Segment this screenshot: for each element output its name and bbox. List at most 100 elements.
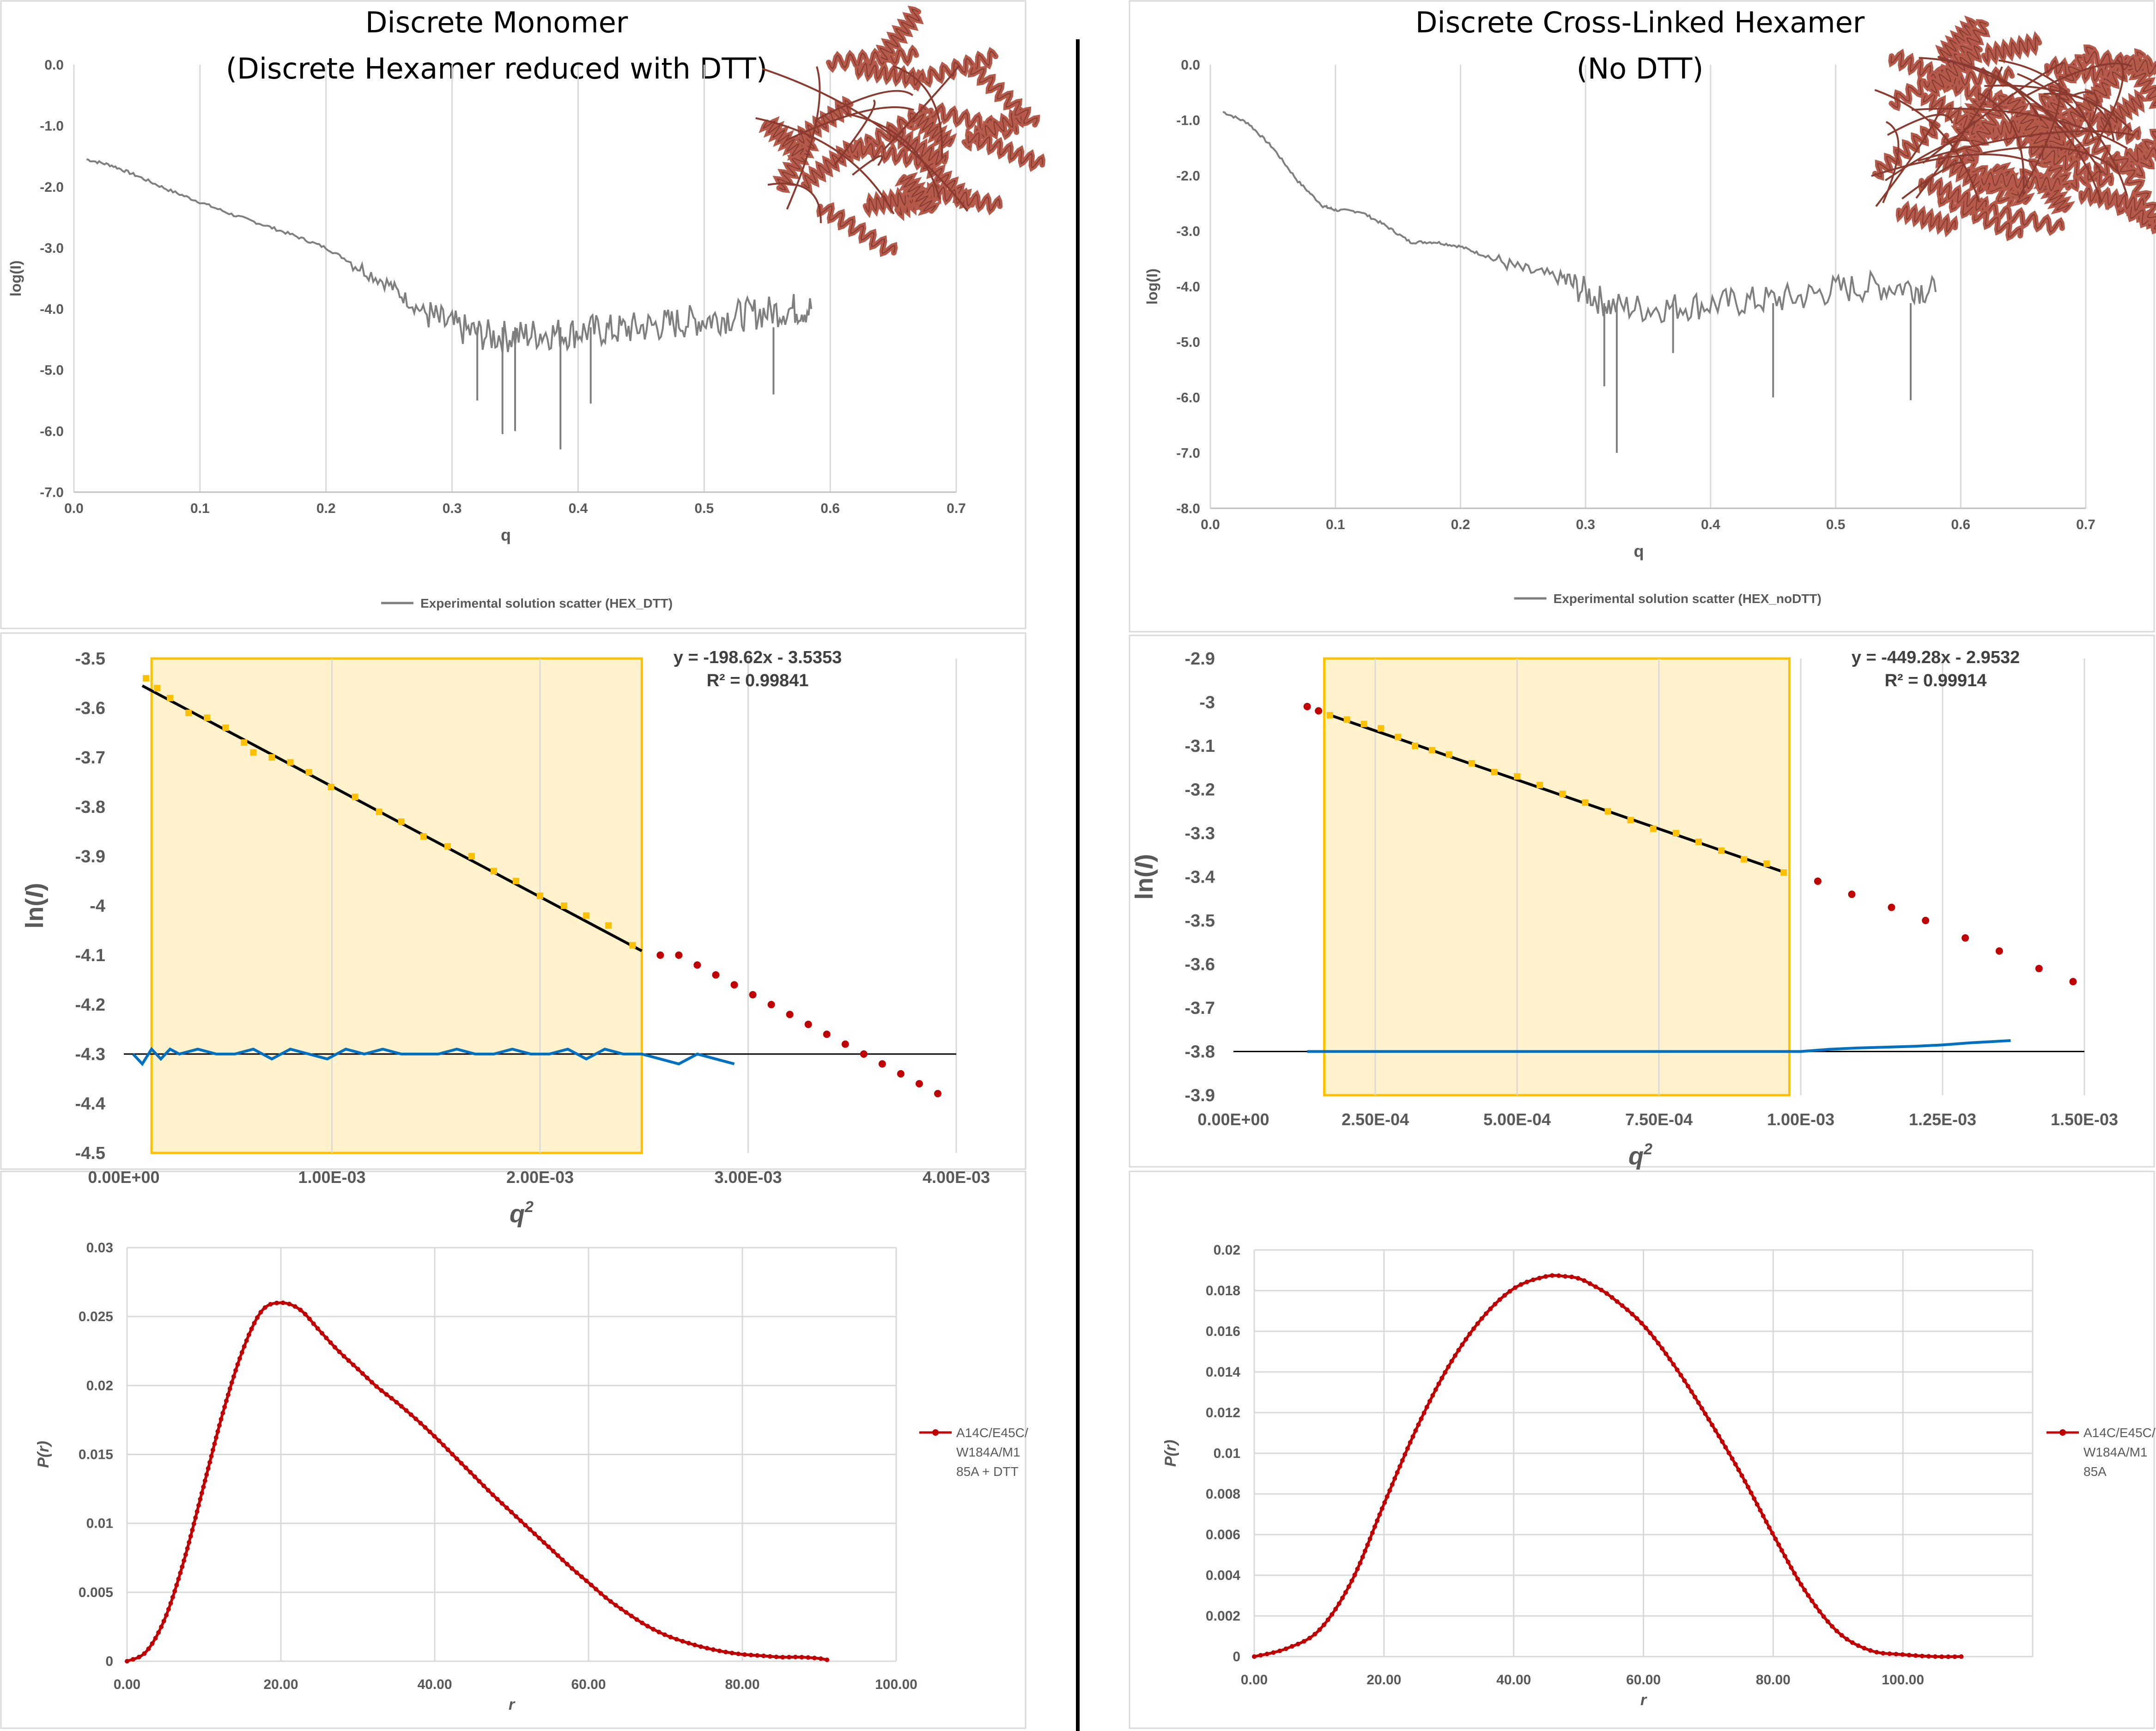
pr-marker xyxy=(1639,1321,1644,1326)
pr-marker xyxy=(818,1656,823,1661)
pr-marker xyxy=(1730,1456,1735,1461)
y-tick-label: 0.005 xyxy=(79,1585,113,1600)
pr-marker xyxy=(341,1354,346,1359)
pr-marker xyxy=(1537,1275,1542,1280)
guinier-point-in-fit xyxy=(1537,782,1543,789)
y-tick-label: 0.02 xyxy=(86,1378,113,1393)
pr-marker xyxy=(332,1345,337,1350)
pr-marker xyxy=(346,1358,351,1363)
pr-marker xyxy=(570,1566,574,1571)
y-tick-label: 0.012 xyxy=(1206,1405,1240,1420)
pr-curve xyxy=(1254,1274,1962,1658)
pr-marker xyxy=(199,1491,204,1496)
pr-marker xyxy=(736,1652,741,1657)
pr-marker xyxy=(161,1619,166,1623)
pr-marker xyxy=(255,1315,260,1320)
pr-marker xyxy=(292,1304,298,1309)
pr-marker xyxy=(427,1429,432,1434)
x-tick-label: 5.00E-04 xyxy=(1483,1110,1551,1129)
helix-outline xyxy=(911,50,996,88)
pr-marker xyxy=(1325,1617,1330,1622)
loop-shape xyxy=(1884,139,1970,182)
pr-curve xyxy=(126,1301,827,1663)
pr-marker xyxy=(1365,1542,1370,1548)
helix-outline xyxy=(2135,105,2156,177)
y-tick-label: -5.0 xyxy=(40,363,64,378)
pr-marker xyxy=(1582,1278,1587,1283)
y-tick-label: -4.2 xyxy=(75,995,105,1015)
pr-marker xyxy=(1786,1560,1791,1564)
pr-marker xyxy=(499,1501,504,1506)
pr-marker xyxy=(755,1653,760,1658)
helix-outline xyxy=(2083,50,2156,77)
pr-marker xyxy=(183,1552,188,1557)
pr-marker xyxy=(698,1644,704,1649)
pr-marker xyxy=(551,1548,556,1554)
y-tick-label: 0.0 xyxy=(44,58,64,73)
pr-marker xyxy=(418,1420,423,1426)
guinier-point-outside xyxy=(767,1001,775,1008)
loop-shape xyxy=(2043,92,2115,142)
pr-marker xyxy=(624,1610,629,1615)
pr-marker xyxy=(164,1613,169,1618)
pr-marker xyxy=(1678,1372,1683,1377)
pr-marker xyxy=(1609,1295,1615,1300)
pr-marker xyxy=(178,1570,183,1575)
loop-shape xyxy=(1887,114,1954,136)
guinier-point-in-fit xyxy=(1695,838,1702,845)
guinier-point-outside xyxy=(1995,947,2003,955)
guinier-point-outside xyxy=(693,961,701,969)
guinier-point-in-fit xyxy=(512,878,519,884)
guinier-point-in-fit xyxy=(352,793,358,800)
pr-marker xyxy=(185,1546,190,1551)
legend-label: Experimental solution scatter (HEX_noDTT… xyxy=(1554,591,1822,606)
pr-marker xyxy=(450,1452,455,1457)
pr-marker xyxy=(413,1416,419,1421)
pr-marker xyxy=(227,1386,232,1391)
helix-outline xyxy=(803,144,852,189)
pr-marker xyxy=(1321,1622,1326,1627)
pr-marker xyxy=(394,1400,399,1405)
pr-marker xyxy=(1952,1654,1957,1659)
pr-marker xyxy=(150,1641,155,1646)
x-tick-label: 100.00 xyxy=(1882,1672,1924,1688)
pr-marker xyxy=(1349,1578,1354,1583)
fit-equation: y = -198.62x - 3.5353 xyxy=(674,648,842,667)
pr-marker xyxy=(328,1340,333,1345)
pr-marker xyxy=(1403,1452,1408,1457)
pr-marker xyxy=(315,1326,320,1331)
pr-marker xyxy=(1907,1652,1912,1658)
y-tick-label: 0.006 xyxy=(1206,1527,1240,1542)
pr-marker xyxy=(1475,1321,1480,1326)
panel-frame-saxs-left xyxy=(0,0,1026,629)
loop-shape xyxy=(1874,89,1980,202)
pr-marker xyxy=(311,1321,316,1326)
pr-marker xyxy=(574,1570,579,1575)
pr-marker xyxy=(355,1366,360,1371)
x-tick-label: 20.00 xyxy=(263,1677,298,1692)
pr-marker xyxy=(1497,1297,1502,1302)
pr-marker xyxy=(640,1621,644,1626)
guinier-point-outside xyxy=(841,1040,849,1048)
pr-marker xyxy=(1392,1476,1397,1481)
pr-marker xyxy=(603,1595,608,1600)
pr-marker xyxy=(514,1514,518,1519)
loop-shape xyxy=(816,90,914,121)
y-tick-label: -3.5 xyxy=(1185,911,1215,931)
pr-marker xyxy=(187,1540,192,1545)
x-tick-label: 0.4 xyxy=(569,501,588,516)
pr-marker xyxy=(213,1435,219,1440)
residual-trace xyxy=(1307,1039,2011,1053)
x-tick-label: 0.1 xyxy=(1326,517,1345,532)
pr-marker xyxy=(441,1443,446,1448)
pr-marker xyxy=(723,1650,728,1655)
x-tick-label: 0.1 xyxy=(190,501,210,516)
guinier-point-outside xyxy=(1848,890,1856,898)
pr-marker xyxy=(1385,1494,1390,1499)
pr-marker xyxy=(408,1412,413,1417)
pr-marker xyxy=(217,1423,222,1428)
pr-marker xyxy=(1671,1362,1676,1367)
pr-marker xyxy=(1483,1311,1488,1316)
pr-marker xyxy=(1549,1273,1555,1278)
pr-marker xyxy=(1795,1576,1800,1581)
